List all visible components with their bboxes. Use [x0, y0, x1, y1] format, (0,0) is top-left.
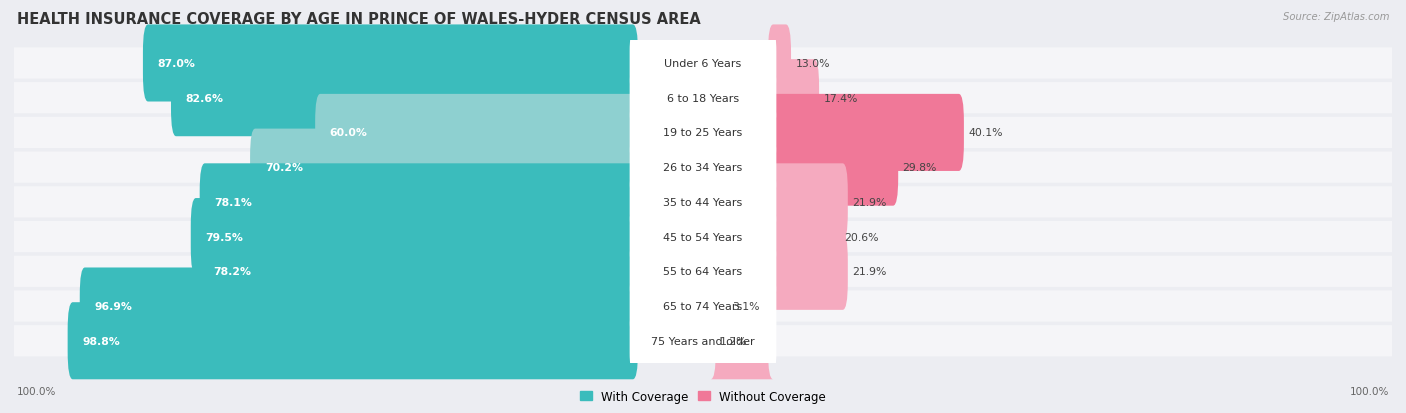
FancyBboxPatch shape [768, 129, 898, 206]
Text: 82.6%: 82.6% [186, 93, 224, 103]
FancyBboxPatch shape [200, 233, 638, 310]
FancyBboxPatch shape [14, 152, 1392, 183]
Text: 100.0%: 100.0% [17, 387, 56, 396]
FancyBboxPatch shape [143, 25, 638, 102]
Text: 19 to 25 Years: 19 to 25 Years [664, 128, 742, 138]
FancyBboxPatch shape [630, 173, 776, 232]
FancyBboxPatch shape [14, 48, 1392, 79]
FancyBboxPatch shape [710, 302, 773, 380]
Text: 65 to 74 Years: 65 to 74 Years [664, 301, 742, 311]
FancyBboxPatch shape [14, 291, 1392, 322]
Text: HEALTH INSURANCE COVERAGE BY AGE IN PRINCE OF WALES-HYDER CENSUS AREA: HEALTH INSURANCE COVERAGE BY AGE IN PRIN… [17, 12, 700, 27]
FancyBboxPatch shape [14, 256, 1392, 287]
Text: 79.5%: 79.5% [205, 232, 243, 242]
Text: 45 to 54 Years: 45 to 54 Years [664, 232, 742, 242]
FancyBboxPatch shape [630, 138, 776, 197]
FancyBboxPatch shape [250, 129, 638, 206]
FancyBboxPatch shape [315, 95, 638, 171]
Text: 20.6%: 20.6% [844, 232, 879, 242]
Legend: With Coverage, Without Coverage: With Coverage, Without Coverage [579, 390, 827, 403]
FancyBboxPatch shape [67, 302, 638, 380]
FancyBboxPatch shape [630, 277, 776, 336]
FancyBboxPatch shape [630, 104, 776, 163]
FancyBboxPatch shape [200, 164, 638, 241]
FancyBboxPatch shape [630, 34, 776, 93]
FancyBboxPatch shape [768, 25, 792, 102]
Text: 6 to 18 Years: 6 to 18 Years [666, 93, 740, 103]
FancyBboxPatch shape [172, 60, 638, 137]
Text: 21.9%: 21.9% [852, 197, 887, 207]
Text: 21.9%: 21.9% [852, 267, 887, 277]
FancyBboxPatch shape [768, 233, 848, 310]
Text: 1.2%: 1.2% [720, 336, 748, 346]
FancyBboxPatch shape [768, 95, 965, 171]
Text: 60.0%: 60.0% [330, 128, 368, 138]
FancyBboxPatch shape [80, 268, 638, 345]
FancyBboxPatch shape [768, 164, 848, 241]
FancyBboxPatch shape [191, 199, 638, 275]
FancyBboxPatch shape [14, 187, 1392, 218]
FancyBboxPatch shape [630, 69, 776, 128]
Text: 40.1%: 40.1% [969, 128, 1002, 138]
FancyBboxPatch shape [630, 242, 776, 301]
FancyBboxPatch shape [14, 118, 1392, 149]
Text: 55 to 64 Years: 55 to 64 Years [664, 267, 742, 277]
Text: 35 to 44 Years: 35 to 44 Years [664, 197, 742, 207]
FancyBboxPatch shape [723, 268, 773, 345]
FancyBboxPatch shape [768, 199, 839, 275]
Text: 87.0%: 87.0% [157, 59, 195, 69]
Text: 100.0%: 100.0% [1350, 387, 1389, 396]
Text: 70.2%: 70.2% [264, 163, 302, 173]
FancyBboxPatch shape [14, 325, 1392, 356]
FancyBboxPatch shape [630, 311, 776, 370]
Text: Under 6 Years: Under 6 Years [665, 59, 741, 69]
Text: 75 Years and older: 75 Years and older [651, 336, 755, 346]
Text: 17.4%: 17.4% [824, 93, 858, 103]
Text: 26 to 34 Years: 26 to 34 Years [664, 163, 742, 173]
Text: 98.8%: 98.8% [83, 336, 120, 346]
FancyBboxPatch shape [768, 60, 820, 137]
Text: 78.1%: 78.1% [214, 197, 252, 207]
FancyBboxPatch shape [14, 221, 1392, 253]
FancyBboxPatch shape [14, 83, 1392, 114]
Text: 3.1%: 3.1% [733, 301, 759, 311]
Text: 13.0%: 13.0% [796, 59, 830, 69]
FancyBboxPatch shape [630, 208, 776, 266]
Text: 29.8%: 29.8% [903, 163, 936, 173]
Text: 96.9%: 96.9% [94, 301, 132, 311]
Text: 78.2%: 78.2% [214, 267, 252, 277]
Text: Source: ZipAtlas.com: Source: ZipAtlas.com [1282, 12, 1389, 22]
